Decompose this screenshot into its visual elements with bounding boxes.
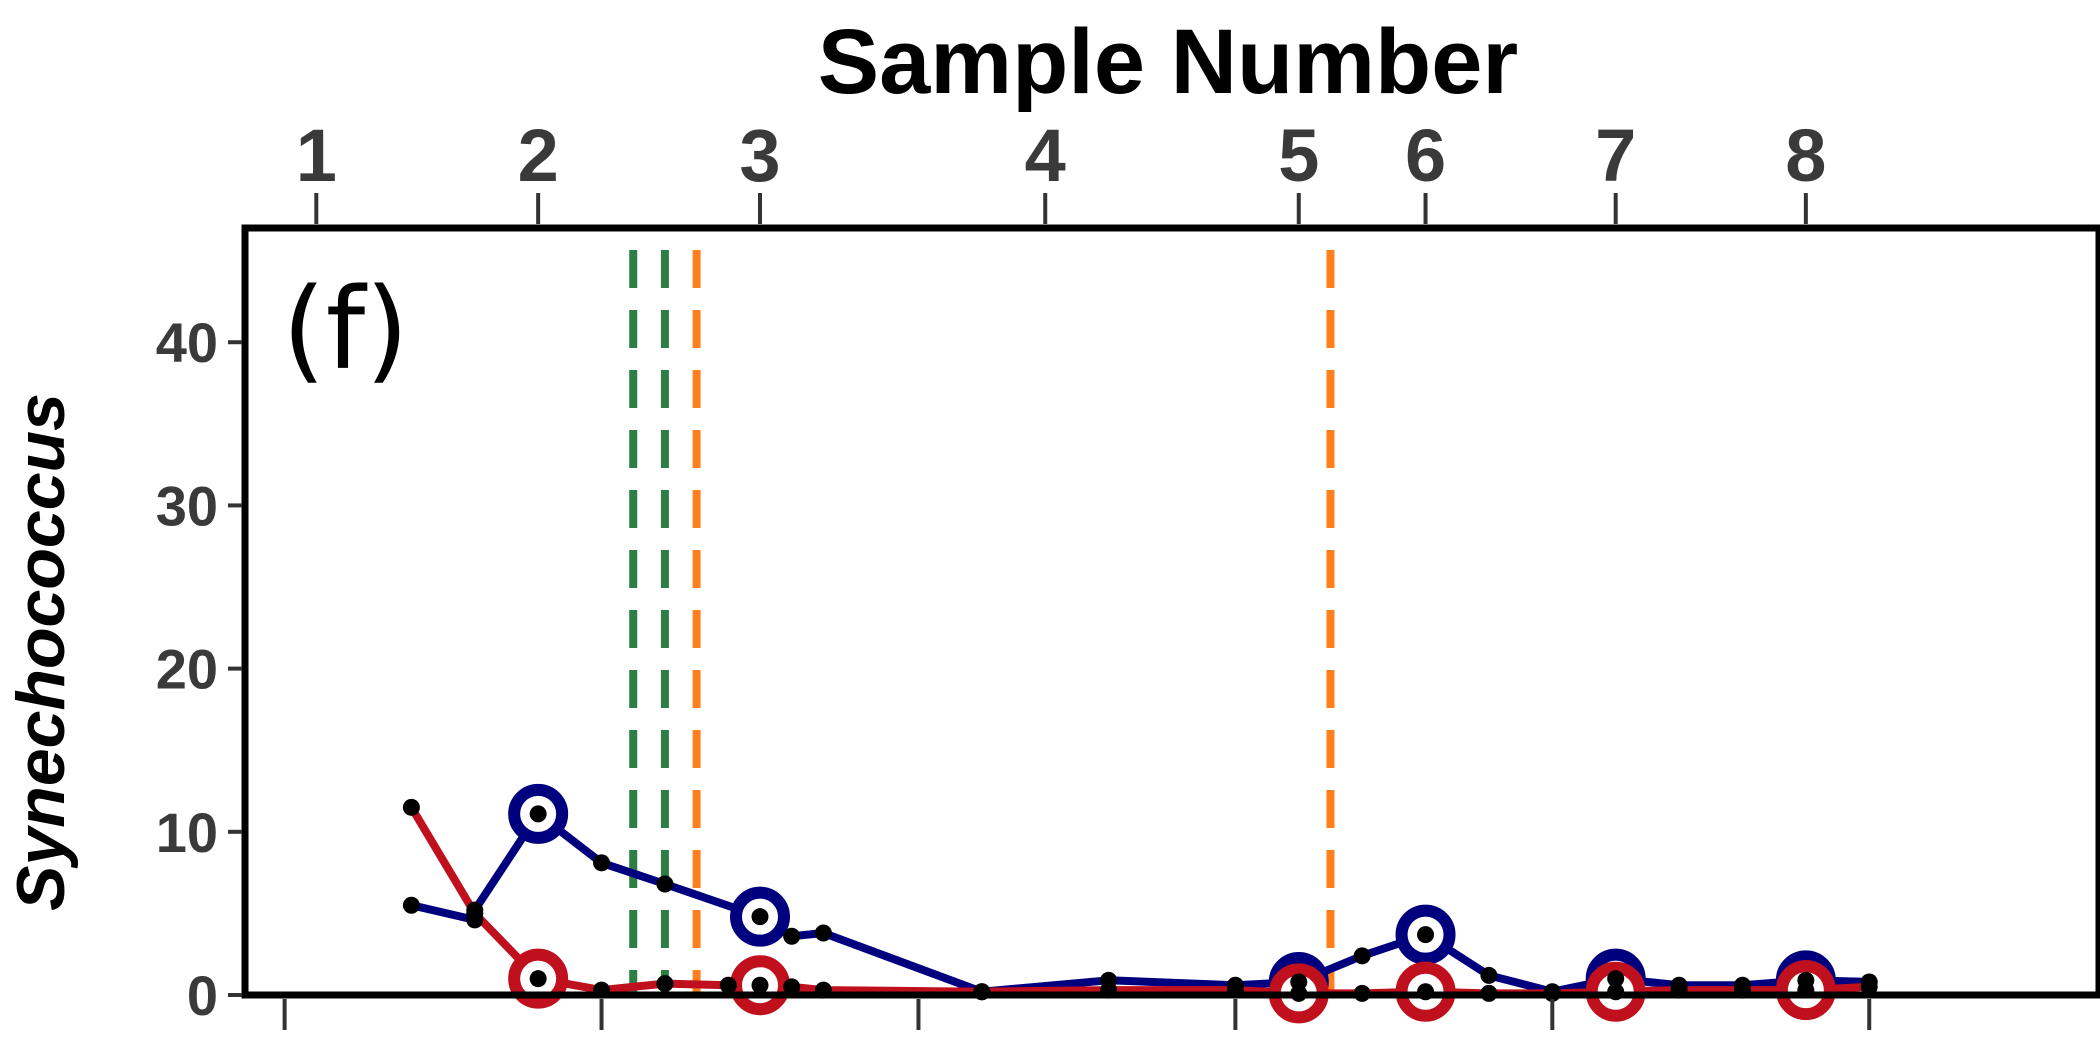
data-point — [814, 924, 832, 942]
y-axis: 0 10 20 30 40 — [156, 311, 242, 1027]
data-point — [1860, 978, 1878, 996]
data-point — [529, 970, 547, 988]
chart-title: Sample Number — [818, 11, 1518, 113]
data-point — [1607, 970, 1625, 988]
y-tick-label: 30 — [156, 474, 218, 537]
series-line — [407, 809, 1874, 996]
top-tick-label: 1 — [296, 114, 337, 197]
top-tick-label: 8 — [1785, 114, 1826, 197]
data-point — [466, 904, 484, 922]
data-point — [783, 978, 801, 996]
series-layer — [402, 783, 1878, 1024]
top-tick-label: 4 — [1025, 114, 1066, 197]
data-point — [1353, 947, 1371, 965]
plot-frame — [241, 224, 2100, 999]
top-tick-label: 6 — [1405, 114, 1446, 197]
y-axis-label: Synechococcus — [3, 393, 79, 911]
data-point — [656, 875, 674, 893]
data-point — [1417, 926, 1435, 944]
data-point — [751, 908, 769, 926]
top-tick-label: 5 — [1278, 114, 1319, 197]
data-point — [783, 927, 801, 945]
bottom-axis — [282, 999, 1872, 1030]
reference-lines — [629, 250, 1335, 995]
data-point — [402, 896, 420, 914]
y-tick-label: 40 — [156, 311, 218, 374]
series-line — [407, 803, 1874, 998]
top-tick-label: 7 — [1595, 114, 1636, 197]
data-point — [402, 798, 420, 816]
data-point — [751, 976, 769, 994]
y-tick-label: 0 — [187, 964, 218, 1027]
top-tick-label: 3 — [739, 114, 780, 197]
y-tick-label: 10 — [156, 801, 218, 864]
top-axis: 1 2 3 4 5 6 7 8 — [296, 114, 1826, 224]
top-tick-label: 2 — [518, 114, 559, 197]
data-point — [593, 854, 611, 872]
data-point — [1480, 966, 1498, 984]
data-point — [656, 975, 674, 993]
data-point — [529, 805, 547, 823]
panel-label: (f) — [282, 265, 409, 395]
data-point — [719, 976, 737, 994]
y-tick-label: 20 — [156, 638, 218, 701]
